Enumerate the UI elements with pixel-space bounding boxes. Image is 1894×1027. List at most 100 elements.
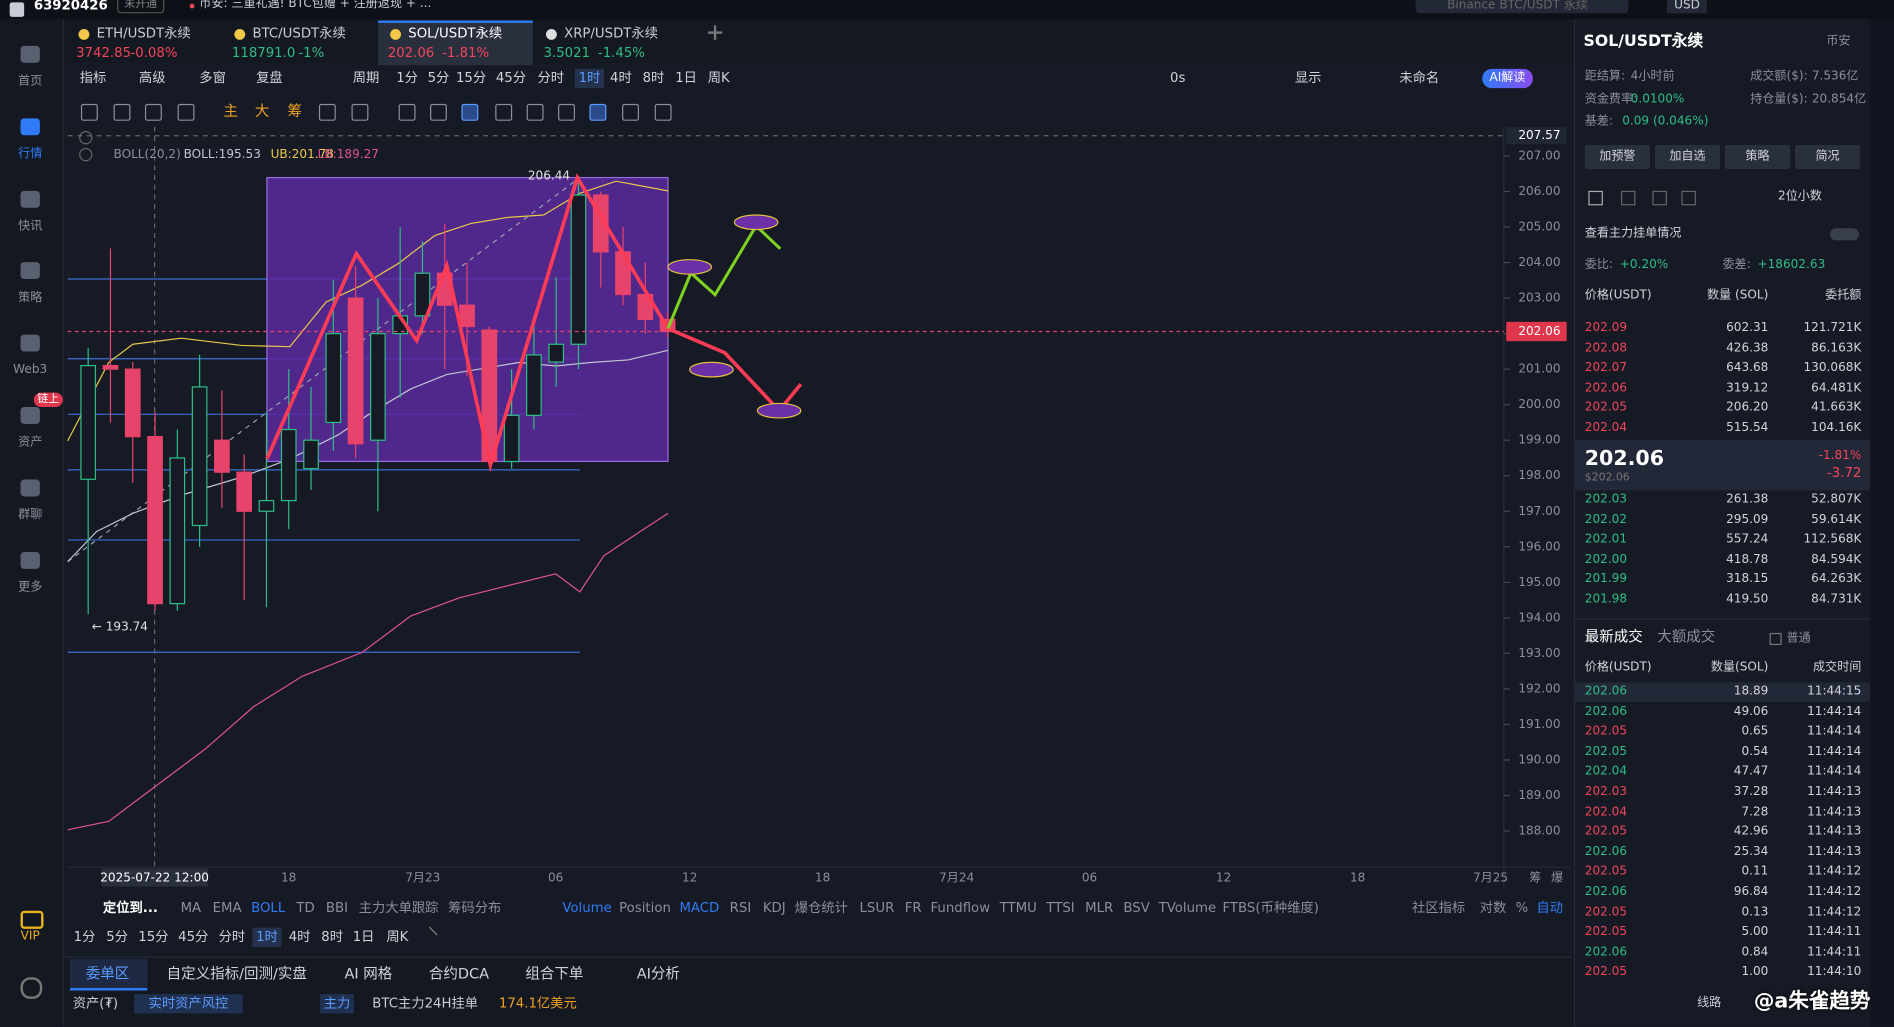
draw-tool-icon[interactable] [351,103,369,121]
toolbar-right-item[interactable]: 未命名 [1399,70,1440,86]
period-item[interactable]: 45分 [178,928,209,945]
draw-tool-icon[interactable] [80,103,98,121]
bottom-tab[interactable]: AI 网格 [344,965,393,983]
draw-tool-icon[interactable] [558,103,575,121]
tab-name[interactable]: ETH/USDT永续 [96,25,191,42]
period-item[interactable]: 周K [386,928,409,945]
indicator-sub[interactable]: FTBS(币种维度) [1222,899,1319,916]
trade-filter-box[interactable] [1769,632,1782,646]
draw-tool-icon[interactable] [526,103,544,121]
indicator-right[interactable]: 社区指标 [1412,899,1466,916]
draw-tool-icon[interactable] [495,103,513,121]
toolbar-item[interactable]: 周K [707,70,730,86]
book-header[interactable]: 数量(SOL) [1710,660,1769,675]
indicator-sub[interactable]: Volume [562,899,612,916]
indicator-main[interactable]: MA [180,899,202,916]
toolbar-item[interactable]: 1时 [574,68,604,89]
indicator-sub[interactable]: TVolume [1158,899,1217,916]
toolbar-item[interactable]: 8时 [642,70,665,86]
tab-name[interactable]: BTC/USDT永续 [252,25,346,42]
period-item[interactable]: 8时 [321,928,344,945]
indicator-sub[interactable]: FR [904,899,922,916]
draw-tool-icon[interactable] [177,103,195,121]
sidebar-item[interactable]: 策略 [18,291,43,305]
toolbar-item[interactable]: 15分 [455,70,487,86]
book-view-icon[interactable] [1652,190,1667,206]
tab-name[interactable]: SOL/USDT永续 [408,25,503,42]
period-item[interactable]: 5分 [106,928,129,945]
bottom-tab[interactable]: 委单区 [85,965,130,983]
indicator-sub[interactable]: BSV [1123,899,1150,916]
bottom-tab[interactable]: 自定义指标/回测/实盘 [166,965,307,983]
toolbar-item[interactable]: 周期 [352,70,380,86]
panel-button[interactable]: 策略 [1724,144,1791,170]
period-item[interactable]: 1日 [352,928,375,945]
bottom-tab[interactable]: 组合下单 [525,965,584,983]
indicator-main[interactable]: EMA [212,899,242,916]
precision-select[interactable]: 2位小数 [1778,189,1822,203]
panel-button[interactable]: 加自选 [1654,144,1721,170]
toolbar-item[interactable]: 高级 [138,70,166,86]
currency-select[interactable]: USD [1666,0,1708,14]
indicator-sub[interactable]: MLR [1085,899,1114,916]
status-item[interactable]: 资产(₮) [72,995,119,1012]
sidebar-item[interactable]: 首页 [18,74,43,89]
draw-tool-icon[interactable] [622,103,639,121]
trade-tab[interactable]: 最新成交 [1584,628,1643,646]
indicator-sub[interactable]: TTMU [999,899,1037,916]
sidebar-item[interactable]: 行情 [18,147,43,161]
depth-toggle[interactable] [1829,228,1859,241]
depth-link[interactable]: 查看主力挂单情况 [1584,227,1682,241]
draw-tool-icon[interactable] [398,103,416,121]
notice[interactable]: 币安: 三重礼遇! BTC包赠 + 注册返现 + ... [199,0,432,11]
toolbar-item[interactable]: 4时 [609,70,632,86]
draw-tool-icon[interactable] [461,103,479,121]
toolbar-item[interactable]: 多窗 [199,70,226,86]
indicator-sub[interactable]: Position [619,899,671,916]
draw-tool-icon[interactable] [430,103,447,121]
toolbar-right-item[interactable]: 0s [1170,70,1186,86]
toolbar-item[interactable]: 复盘 [256,70,283,86]
draw-tool-icon[interactable] [654,103,672,121]
toolbar-item[interactable]: 1日 [675,70,697,86]
status-item[interactable]: 实时资产风控 [134,994,243,1014]
period-item[interactable]: 1分 [73,928,96,945]
toolbar-right-item[interactable]: 显示 [1294,70,1322,86]
status-item[interactable]: 主力 [320,994,354,1014]
toolbar-item[interactable]: 指标 [79,70,107,86]
book-view-icon[interactable] [1588,190,1603,206]
indicator-main[interactable]: BOLL [251,899,286,916]
draw-tool-icon[interactable] [144,103,162,121]
bottom-tab[interactable]: AI分析 [636,965,680,983]
route-label[interactable]: 线路 [1697,996,1722,1010]
book-header[interactable]: 数量 (SOL) [1707,288,1769,302]
toolbar-item[interactable]: 分时 [537,70,565,86]
draw-tool-text[interactable]: 主 [223,102,238,120]
sidebar-vip[interactable]: VIP [20,930,40,944]
toolbar-item[interactable]: 1分 [396,70,418,86]
indicator-sub[interactable]: TTSI [1046,899,1075,916]
indicator-main[interactable]: TD [296,899,315,916]
indicator-main[interactable]: 定位到... [102,899,158,916]
status-item[interactable]: BTC主力24H挂单 [372,995,479,1012]
indicator-right[interactable]: 自动 [1536,899,1564,916]
indicator-sub[interactable]: Fundflow [930,899,991,916]
search-box[interactable]: Binance BTC/USDT 永续 [1415,0,1629,14]
book-view-icon[interactable] [1681,190,1696,206]
indicator-sub[interactable]: KDJ [762,899,786,916]
indicator-sub[interactable]: 爆仓统计 [794,899,848,916]
bottom-tab[interactable]: 合约DCA [428,965,490,983]
panel-exchange[interactable]: 币安 [1826,35,1851,49]
draw-tool-text[interactable]: 筹 [287,102,302,120]
indicator-main[interactable]: 筹码分布 [448,899,502,916]
indicator-sub[interactable]: MACD [679,899,720,916]
sidebar-item[interactable]: Web3 [13,363,48,377]
draw-tool-icon[interactable] [318,103,336,121]
draw-tool-text[interactable]: 大 [254,102,270,120]
sidebar-item[interactable]: 更多 [18,580,43,595]
book-view-icon[interactable] [1621,190,1636,206]
indicator-main[interactable]: 主力大单跟踪 [358,899,439,916]
period-item[interactable]: 15分 [138,928,169,945]
indicator-right[interactable]: 对数 [1479,899,1507,916]
indicator-right[interactable]: % [1515,899,1529,916]
